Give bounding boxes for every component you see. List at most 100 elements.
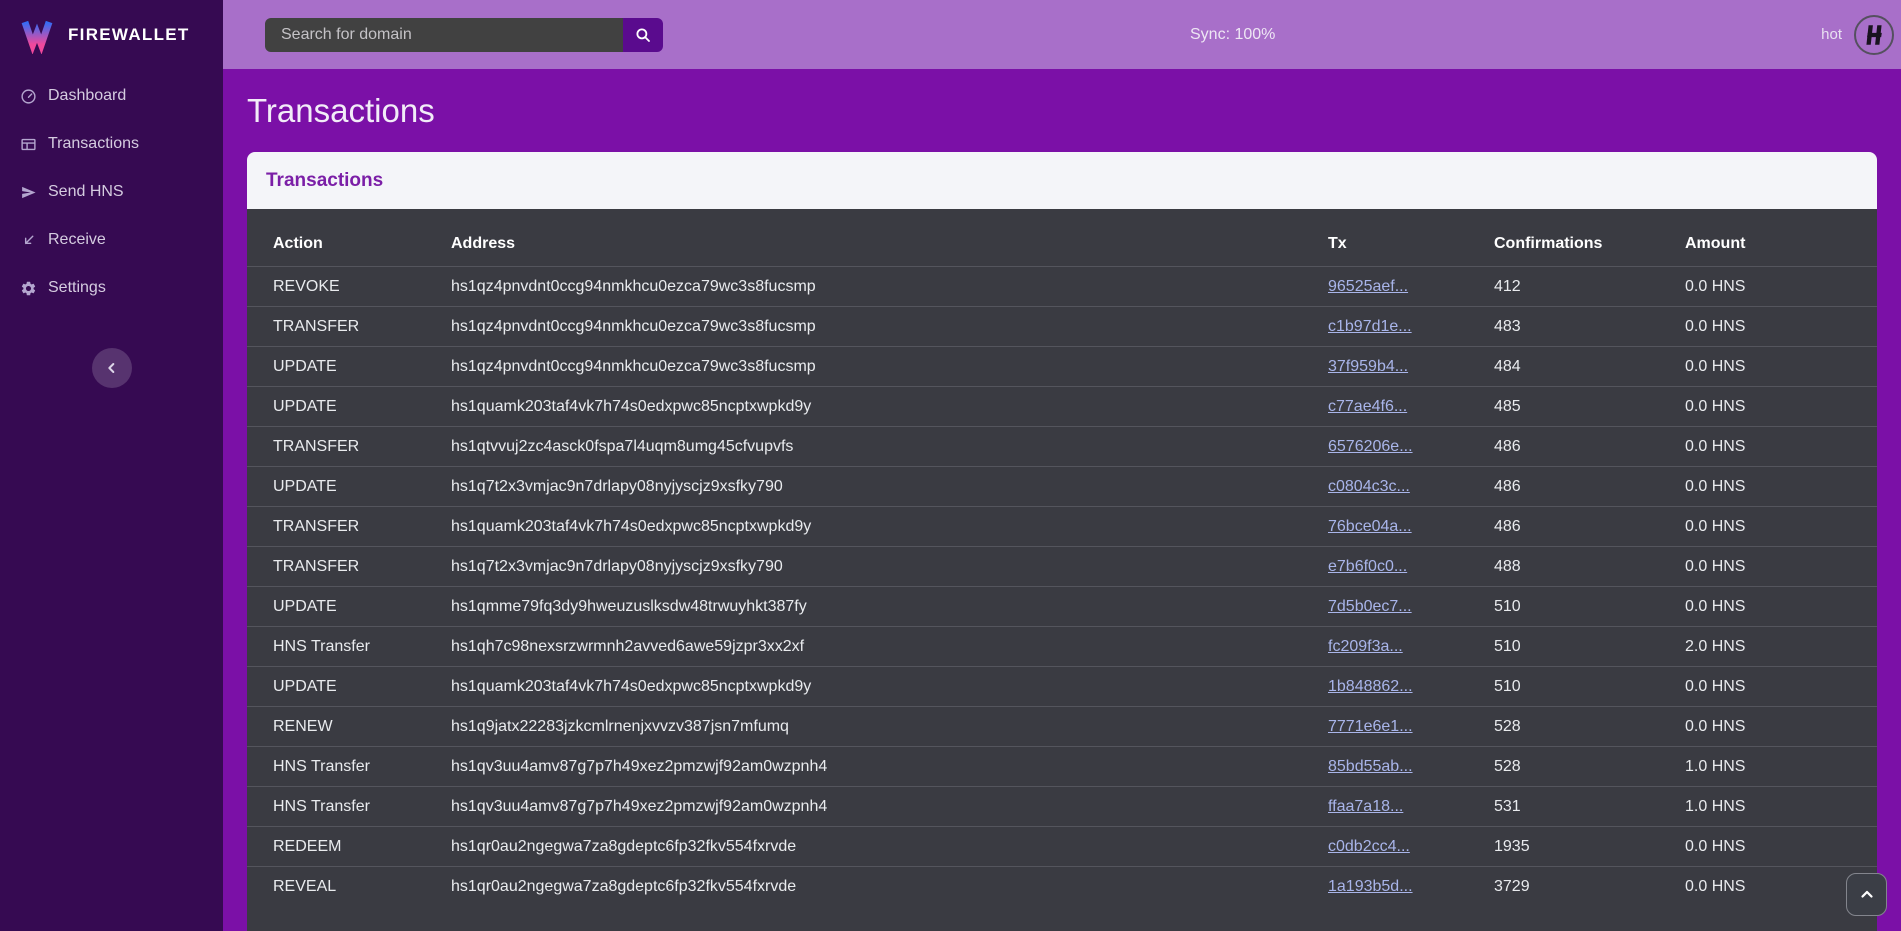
scroll-to-top-button[interactable] [1846,873,1887,916]
table-row: HNS Transfer hs1qv3uu4amv87g7p7h49xez2pm… [247,786,1877,827]
table-row: UPDATE hs1quamk203taf4vk7h74s0edxpwc85nc… [247,386,1877,427]
cell-confirmations: 531 [1494,786,1685,827]
cell-amount: 0.0 HNS [1685,866,1877,907]
sidebar-item-dashboard[interactable]: Dashboard [0,72,223,120]
cell-confirmations: 486 [1494,426,1685,467]
cell-address: hs1q7t2x3vmjac9n7drlapy08nyjyscjz9xsfky7… [451,466,1328,507]
cell-amount: 0.0 HNS [1685,546,1877,587]
gauge-icon [20,88,37,105]
card-title: Transactions [266,169,384,191]
cell-action: REVOKE [247,266,451,307]
sidebar-item-label: Transactions [48,135,139,152]
tx-link[interactable]: 1b848862... [1328,677,1413,695]
tx-link[interactable]: c1b97d1e... [1328,317,1412,335]
cell-confirmations: 412 [1494,266,1685,307]
table-row: REVEAL hs1qr0au2ngegwa7za8gdeptc6fp32fkv… [247,866,1877,907]
tx-link[interactable]: 76bce04a... [1328,517,1412,535]
tx-link[interactable]: c77ae4f6... [1328,397,1408,415]
cell-confirmations: 486 [1494,506,1685,547]
table-row: UPDATE hs1q7t2x3vmjac9n7drlapy08nyjyscjz… [247,466,1877,507]
cell-address: hs1quamk203taf4vk7h74s0edxpwc85ncptxwpkd… [451,666,1328,707]
main-content: Transactions Transactions Action Address… [223,69,1901,931]
column-header-amount: Amount [1685,235,1746,252]
cell-address: hs1qmme79fq3dy9hweuzuslksdw48trwuyhkt387… [451,586,1328,627]
tx-link[interactable]: 37f959b4... [1328,357,1409,375]
cell-confirmations: 485 [1494,386,1685,427]
tx-link[interactable]: c0804c3c... [1328,477,1410,495]
tx-link[interactable]: ffaa7a18... [1328,797,1404,815]
search-button[interactable] [623,17,663,52]
cell-confirmations: 484 [1494,346,1685,387]
cell-amount: 0.0 HNS [1685,666,1877,707]
table-row: REDEEM hs1qr0au2ngegwa7za8gdeptc6fp32fkv… [247,826,1877,867]
cell-address: hs1qtvvuj2zc4asck0fspa7l4uqm8umg45cfvupv… [451,426,1328,467]
cell-action: TRANSFER [247,306,451,347]
magnifier-icon [634,26,652,44]
sidebar-nav: Dashboard Transactions Send HNS [0,72,223,312]
sidebar-item-receive[interactable]: Receive [0,216,223,264]
cell-confirmations: 528 [1494,706,1685,747]
cell-confirmations: 528 [1494,746,1685,787]
cell-action: HNS Transfer [247,626,451,667]
cell-confirmations: 510 [1494,626,1685,667]
arrow-receive-icon [20,232,37,249]
cell-address: hs1qz4pnvdnt0ccg94nmkhcu0ezca79wc3s8fucs… [451,346,1328,387]
cell-address: hs1qr0au2ngegwa7za8gdeptc6fp32fkv554fxrv… [451,826,1328,867]
column-header-action: Action [273,235,323,252]
tx-link[interactable]: 7d5b0ec7... [1328,597,1412,615]
cell-address: hs1qv3uu4amv87g7p7h49xez2pmzwjf92am0wzpn… [451,746,1328,787]
sidebar-item-label: Send HNS [48,183,124,200]
sidebar-item-send-hns[interactable]: Send HNS [0,168,223,216]
table-row: TRANSFER hs1quamk203taf4vk7h74s0edxpwc85… [247,506,1877,547]
table-header-row: Action Address Tx Confirmations Amount [247,209,1877,267]
wallet-selector[interactable]: hot [1821,14,1894,55]
domain-search [265,17,663,52]
column-header-address: Address [451,235,516,252]
cell-address: hs1quamk203taf4vk7h74s0edxpwc85ncptxwpkd… [451,506,1328,547]
tx-link[interactable]: 6576206e... [1328,437,1413,455]
transactions-table-body: REVOKE hs1qz4pnvdnt0ccg94nmkhcu0ezca79wc… [247,266,1877,907]
tx-link[interactable]: c0db2cc4... [1328,837,1410,855]
chevron-up-icon [1858,886,1876,904]
tx-link[interactable]: fc209f3a... [1328,637,1403,655]
sidebar-collapse-button[interactable] [92,348,132,388]
sidebar: FIREWALLET Dashboard Transactions [0,0,223,931]
transactions-table-wrap: Action Address Tx Confirmations Amount R… [247,209,1877,931]
search-input[interactable] [265,17,623,52]
table-row: HNS Transfer hs1qh7c98nexsrzwrmnh2avved6… [247,626,1877,667]
cell-action: TRANSFER [247,506,451,547]
cell-confirmations: 486 [1494,466,1685,507]
tx-link[interactable]: 7771e6e1... [1328,717,1413,735]
sidebar-item-transactions[interactable]: Transactions [0,120,223,168]
topbar: Sync: 100% hot [223,0,1901,69]
cell-amount: 0.0 HNS [1685,506,1877,547]
cell-confirmations: 3729 [1494,866,1685,907]
tx-link[interactable]: e7b6f0c0... [1328,557,1408,575]
cell-address: hs1q7t2x3vmjac9n7drlapy08nyjyscjz9xsfky7… [451,546,1328,587]
sidebar-item-label: Dashboard [48,87,127,104]
cell-action: HNS Transfer [247,786,451,827]
table-row: UPDATE hs1qz4pnvdnt0ccg94nmkhcu0ezca79wc… [247,346,1877,387]
cell-amount: 0.0 HNS [1685,306,1877,347]
table-row: REVOKE hs1qz4pnvdnt0ccg94nmkhcu0ezca79wc… [247,266,1877,307]
transactions-table: Action Address Tx Confirmations Amount R… [247,209,1877,907]
tx-link[interactable]: 1a193b5d... [1328,877,1413,895]
paper-plane-icon [20,184,37,201]
column-header-tx: Tx [1328,235,1347,252]
sidebar-item-settings[interactable]: Settings [0,264,223,312]
content-column: Sync: 100% hot Transactions Transactions [223,0,1901,931]
transactions-card: Transactions Action Address Tx Confirmat… [247,152,1877,931]
column-header-confirmations: Confirmations [1494,235,1603,252]
cell-action: UPDATE [247,386,451,427]
tx-link[interactable]: 85bd55ab... [1328,757,1413,775]
sync-status: Sync: 100% [1190,25,1276,43]
table-row: TRANSFER hs1qtvvuj2zc4asck0fspa7l4uqm8um… [247,426,1877,467]
table-row: UPDATE hs1quamk203taf4vk7h74s0edxpwc85nc… [247,666,1877,707]
cell-address: hs1qr0au2ngegwa7za8gdeptc6fp32fkv554fxrv… [451,866,1328,907]
cell-action: RENEW [247,706,451,747]
cell-amount: 1.0 HNS [1685,786,1877,827]
handshake-logo-icon [1854,14,1894,55]
cell-amount: 0.0 HNS [1685,426,1877,467]
table-icon [20,136,37,153]
tx-link[interactable]: 96525aef... [1328,277,1409,295]
